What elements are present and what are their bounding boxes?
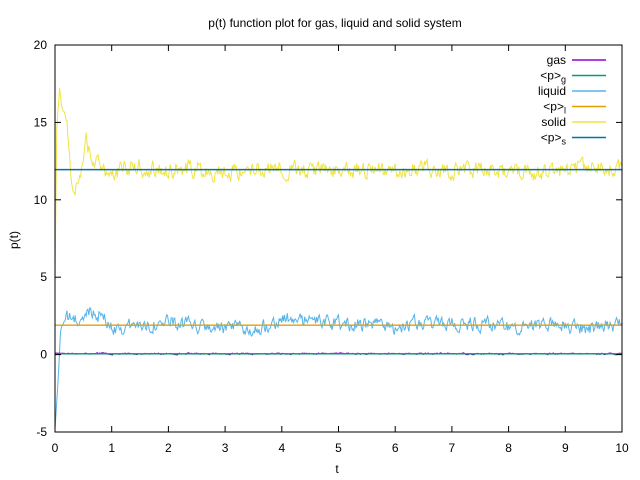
legend-label: solid (541, 115, 566, 129)
y-tick-label: 15 (34, 115, 48, 129)
plot-frame (54, 44, 623, 433)
y-tick-label: 10 (34, 193, 48, 207)
legend-label-subscript: l (564, 106, 566, 116)
y-tick-label: 5 (40, 270, 47, 284)
legend-label-subscript: s (562, 137, 567, 147)
y-axis-label: p(t) (7, 231, 21, 249)
y-tick-label: 0 (40, 348, 47, 362)
chart-title: p(t) function plot for gas, liquid and s… (208, 16, 461, 30)
x-tick-label: 0 (52, 441, 59, 455)
y-tick-label: 20 (34, 38, 48, 52)
legend-label-subscript: g (561, 75, 566, 85)
legend-label: <p>s (541, 131, 567, 147)
legend-label: <p>g (540, 69, 566, 85)
x-tick-label: 4 (278, 441, 285, 455)
x-axis: 0 1 2 3 4 5 6 7 8 9 10 (52, 45, 629, 455)
legend-label: <p>l (543, 100, 566, 116)
x-tick-label: 2 (165, 441, 172, 455)
series-line (54, 307, 623, 430)
series-line (54, 87, 623, 285)
x-tick-label: 9 (562, 441, 569, 455)
legend-label-main: <p> (541, 131, 562, 145)
x-tick-label: 10 (615, 441, 629, 455)
legend-label: liquid (538, 84, 566, 98)
legend-label: gas (547, 53, 566, 67)
x-tick-label: 8 (505, 441, 512, 455)
x-axis-label: t (335, 462, 339, 476)
x-tick-label: 1 (108, 441, 115, 455)
x-tick-label: 6 (392, 441, 399, 455)
x-tick-label: 3 (222, 441, 229, 455)
x-tick-label: 7 (449, 441, 456, 455)
series-layer (54, 87, 623, 430)
legend-label-main: <p> (543, 100, 564, 114)
y-tick-label: -5 (36, 425, 47, 439)
x-tick-label: 5 (335, 441, 342, 455)
y-axis: -5 0 5 10 15 20 (34, 38, 622, 439)
legend-label-main: <p> (540, 69, 561, 83)
